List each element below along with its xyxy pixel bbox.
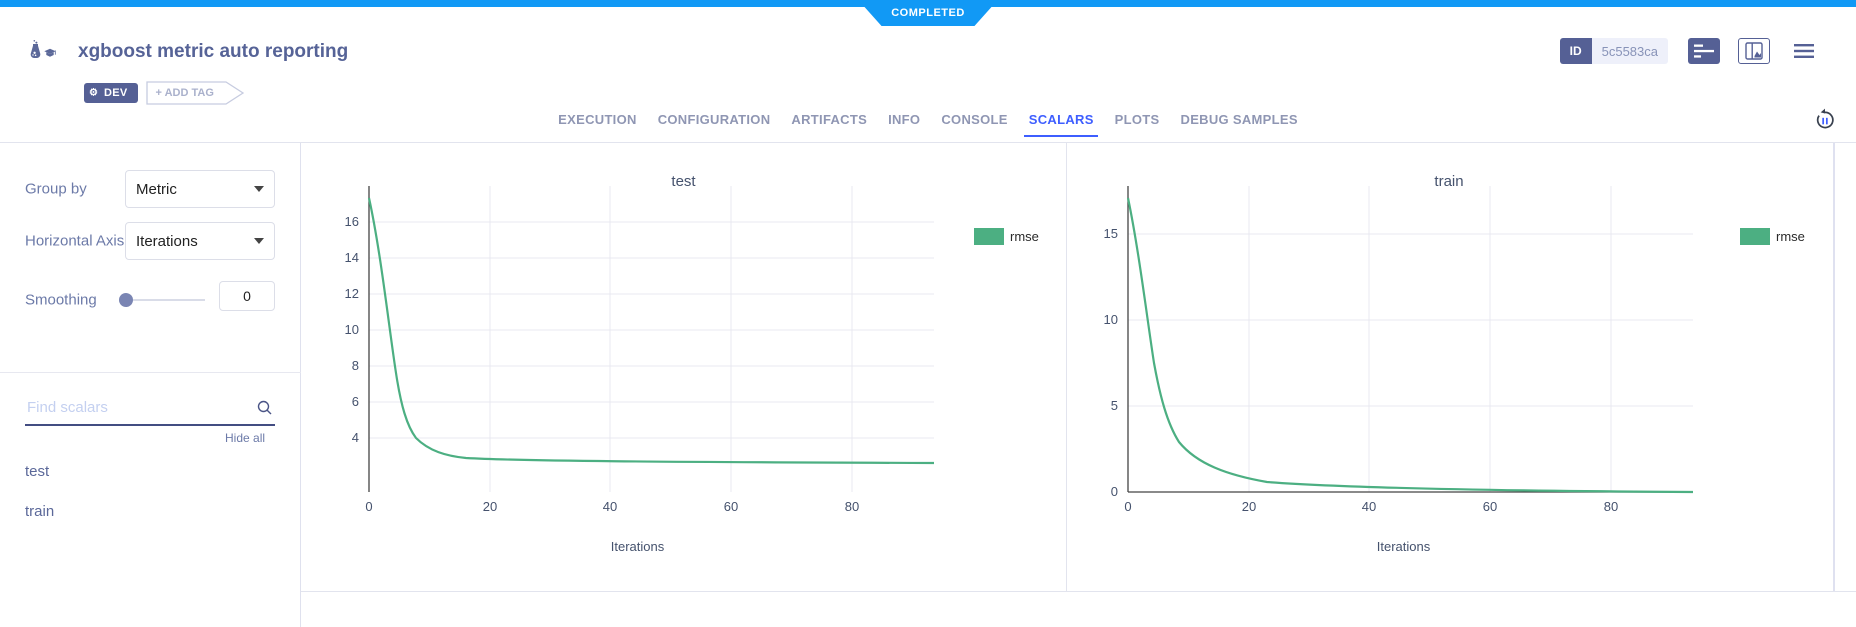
svg-text:4: 4 <box>352 430 359 445</box>
svg-text:40: 40 <box>603 499 617 514</box>
svg-text:20: 20 <box>483 499 497 514</box>
svg-text:20: 20 <box>1242 499 1256 514</box>
svg-text:0: 0 <box>1111 484 1118 499</box>
svg-text:15: 15 <box>1104 226 1118 241</box>
svg-text:6: 6 <box>352 394 359 409</box>
svg-text:60: 60 <box>724 499 738 514</box>
svg-text:12: 12 <box>345 286 359 301</box>
svg-text:80: 80 <box>845 499 859 514</box>
svg-text:10: 10 <box>1104 312 1118 327</box>
svg-text:10: 10 <box>345 322 359 337</box>
svg-text:16: 16 <box>345 214 359 229</box>
svg-text:40: 40 <box>1362 499 1376 514</box>
svg-text:8: 8 <box>352 358 359 373</box>
svg-text:0: 0 <box>365 499 372 514</box>
svg-text:60: 60 <box>1483 499 1497 514</box>
svg-text:80: 80 <box>1604 499 1618 514</box>
svg-text:5: 5 <box>1111 398 1118 413</box>
svg-text:14: 14 <box>345 250 359 265</box>
svg-text:0: 0 <box>1124 499 1131 514</box>
